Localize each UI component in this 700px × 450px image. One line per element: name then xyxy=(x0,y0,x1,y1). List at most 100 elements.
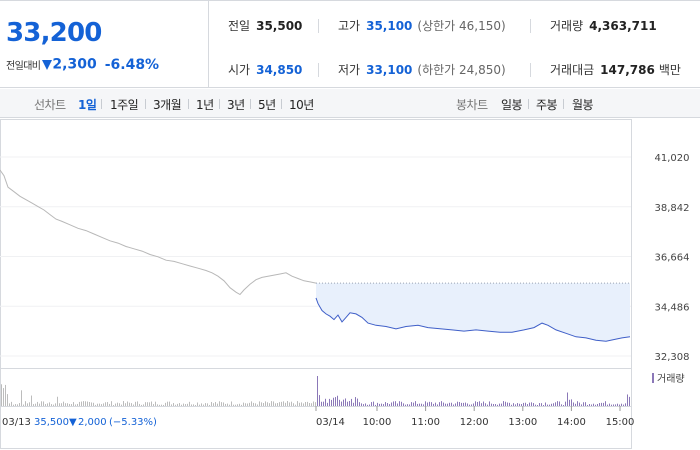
volume-bar xyxy=(629,396,630,406)
volume-bar xyxy=(587,404,588,406)
tab-daily-candle[interactable]: 일봉 xyxy=(501,98,523,112)
volume-bar xyxy=(597,403,598,406)
volume-bar xyxy=(201,403,202,406)
volume-bar xyxy=(321,401,322,406)
time-tick-label: 15:00 xyxy=(606,417,635,428)
price-chart[interactable]: 41,020 38,842 36,664 34,486 32,308 거래량 03/13… xyxy=(0,119,700,450)
volume-bar xyxy=(157,404,158,406)
stat-high: 고가 35,100 (상한가 46,150) xyxy=(338,19,506,33)
volume-bar xyxy=(139,403,140,406)
tab-3-years[interactable]: 3년 xyxy=(227,98,245,112)
tab-weekly-candle[interactable]: 주봉 xyxy=(536,98,558,112)
tab-5-years[interactable]: 5년 xyxy=(258,98,276,112)
volume-bar xyxy=(497,404,498,406)
volume-bar xyxy=(163,404,164,406)
tab-10-years[interactable]: 10년 xyxy=(289,98,314,112)
time-axis: 03/13 35,500 ▼ 2,000 (−5.33%) 03/14 10:0… xyxy=(2,406,634,428)
volume-bar xyxy=(109,403,110,406)
volume-bar xyxy=(423,404,424,406)
volume-bar xyxy=(9,403,10,406)
volume-bar xyxy=(443,402,444,406)
volume-bar xyxy=(229,404,230,406)
volume-bar xyxy=(503,401,504,406)
volume-bar xyxy=(437,404,438,406)
volume-bar xyxy=(25,401,26,406)
tab-1-year[interactable]: 1년 xyxy=(196,98,214,112)
volume-bar xyxy=(557,401,558,406)
volume-bar xyxy=(413,402,414,406)
volume-bar xyxy=(95,404,96,406)
tab-monthly-candle[interactable]: 월봉 xyxy=(572,98,594,112)
today-price-area xyxy=(316,283,630,342)
volume-bar xyxy=(121,404,122,406)
volume-bar xyxy=(421,403,422,406)
volume-bar xyxy=(233,404,234,406)
volume-bar xyxy=(367,404,368,406)
volume-bar xyxy=(155,401,156,406)
volume-bar xyxy=(593,403,594,406)
volume-bar xyxy=(455,403,456,406)
volume-bar xyxy=(221,402,222,406)
volume-bar xyxy=(223,402,224,406)
current-price: 33,200 xyxy=(6,18,102,48)
volume-bar xyxy=(259,401,260,406)
volume-bar xyxy=(97,403,98,406)
stat-trading-value: 거래대금 147,786 백만 xyxy=(550,63,681,77)
volume-bar xyxy=(487,404,488,406)
volume-bar xyxy=(579,402,580,406)
volume-bar xyxy=(501,403,502,406)
volume-bar xyxy=(137,401,138,406)
volume-bar xyxy=(87,401,88,406)
volume-bar xyxy=(35,403,36,406)
volume-bar xyxy=(169,401,170,406)
volume-bar xyxy=(527,404,528,406)
volume-bar xyxy=(463,402,464,406)
volume-bar xyxy=(425,401,426,406)
volume-bar xyxy=(115,403,116,406)
tab-3-months[interactable]: 3개월 xyxy=(153,98,182,112)
change-percent: -6.48% xyxy=(104,56,160,73)
volume-bar xyxy=(47,403,48,406)
price-tick-label: 41,020 xyxy=(655,153,690,164)
volume-bar xyxy=(539,403,540,406)
time-tick-label: 12:00 xyxy=(460,417,489,428)
volume-bar xyxy=(13,404,14,406)
volume-bar xyxy=(489,401,490,406)
volume-bar xyxy=(187,403,188,406)
time-tick-label: 13:00 xyxy=(508,417,537,428)
volume-bar xyxy=(317,376,318,406)
tab-1-week[interactable]: 1주일 xyxy=(110,98,139,112)
volume-bar xyxy=(465,402,466,406)
chart-frame xyxy=(0,119,632,449)
stat-divider xyxy=(318,63,319,77)
volume-bar xyxy=(431,402,432,406)
volume-bar xyxy=(189,401,190,406)
volume-bar xyxy=(239,403,240,406)
volume-bar xyxy=(451,402,452,406)
prev-change-percent: (−5.33%) xyxy=(109,417,157,428)
volume-bar xyxy=(111,401,112,406)
volume-bar xyxy=(377,402,378,406)
stat-divider xyxy=(530,63,531,77)
price-block: 33,200 전일대비 2,300 -6.48% xyxy=(0,1,209,88)
volume-bar xyxy=(11,401,12,406)
volume-bar xyxy=(615,404,616,406)
volume-bar xyxy=(153,404,154,406)
volume-bar xyxy=(287,401,288,406)
volume-bar xyxy=(295,404,296,406)
volume-bar xyxy=(511,404,512,406)
tab-1-day[interactable]: 1일 xyxy=(78,98,97,112)
volume-bar xyxy=(129,402,130,406)
volume-bar xyxy=(519,403,520,406)
volume-bar xyxy=(65,403,66,406)
price-change-row: 전일대비 2,300 -6.48% xyxy=(6,54,159,73)
volume-bar xyxy=(329,398,330,406)
volume-bar xyxy=(151,401,152,406)
tab-divider xyxy=(145,99,146,109)
volume-bar xyxy=(345,398,346,406)
volume-bar xyxy=(71,404,72,406)
volume-bar xyxy=(357,398,358,406)
volume-bar xyxy=(307,401,308,406)
volume-bar xyxy=(571,399,572,406)
volume-bar xyxy=(595,404,596,406)
